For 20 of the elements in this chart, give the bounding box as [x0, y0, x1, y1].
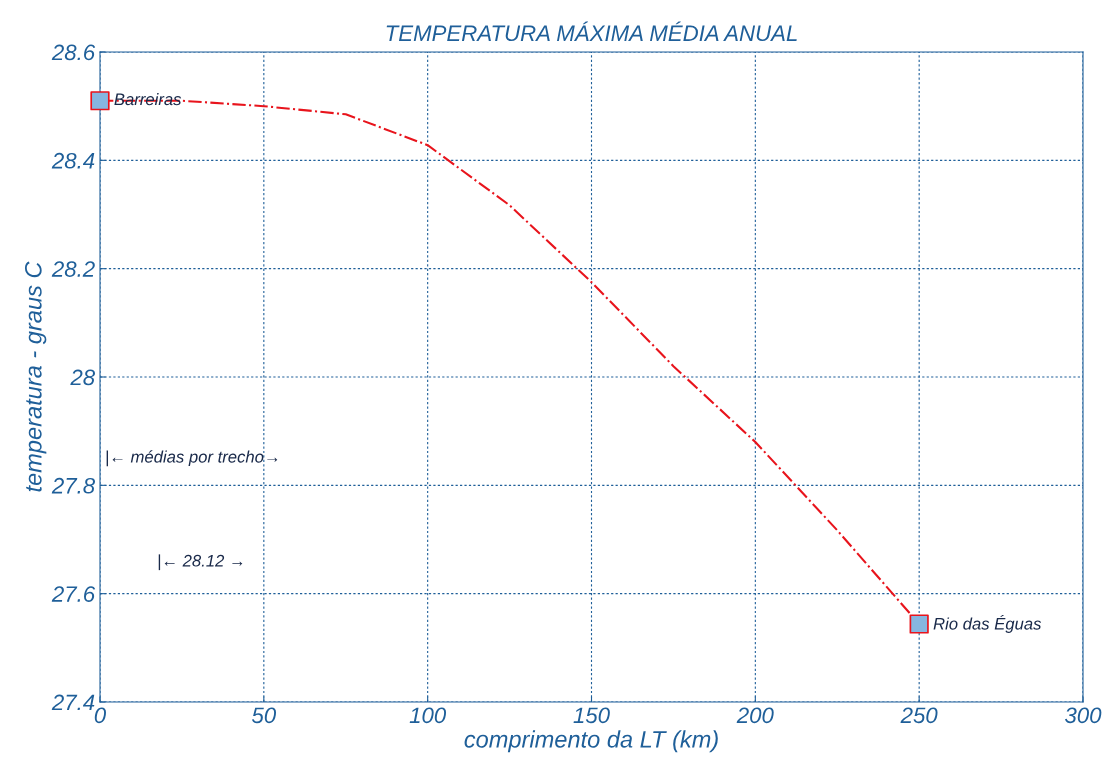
- annotation: |← 28.12 →: [158, 554, 243, 571]
- x-axis-title: comprimento da LT (km): [464, 730, 718, 753]
- x-tick-label: 200: [736, 707, 774, 724]
- x-tick-label: 250: [900, 707, 938, 724]
- y-axis-title: temperatura - graus C: [24, 261, 47, 492]
- y-tick-label: 27.8: [51, 477, 96, 494]
- x-tick-label: 300: [1064, 707, 1102, 724]
- x-tick-label: 50: [251, 707, 277, 724]
- y-tick-label: 27.4: [51, 694, 95, 711]
- x-tick-label: 0: [94, 707, 106, 724]
- y-tick-label: 28.4: [51, 152, 95, 169]
- y-tick-label: 28.6: [51, 44, 96, 61]
- y-tick-label: 28.2: [51, 261, 95, 277]
- annotation: |← médias por trecho→: [106, 450, 278, 467]
- x-tick-label: 100: [409, 707, 447, 724]
- y-tick-label: 28: [70, 369, 96, 386]
- x-tick-label: 150: [573, 707, 610, 724]
- annotation: Rio das Éguas: [933, 615, 1042, 633]
- y-tick-label: 27.6: [51, 586, 96, 602]
- chart-title: TEMPERATURA MÁXIMA MÉDIA ANUAL: [386, 21, 797, 42]
